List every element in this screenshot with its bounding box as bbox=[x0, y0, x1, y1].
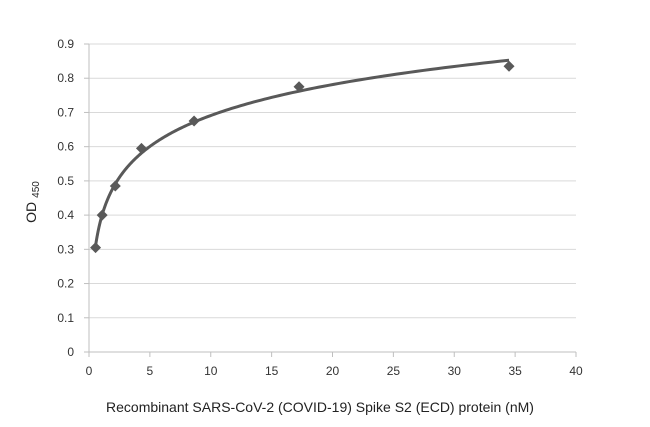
y-tick-label: 0.7 bbox=[57, 105, 74, 119]
axes bbox=[84, 43, 577, 357]
data-point bbox=[188, 115, 200, 127]
x-tick-label: 35 bbox=[508, 364, 522, 378]
data-points bbox=[90, 60, 515, 254]
x-tick-label: 30 bbox=[448, 364, 462, 378]
y-tick-label: 0.5 bbox=[57, 174, 74, 188]
data-point bbox=[90, 242, 102, 254]
data-point bbox=[96, 209, 108, 221]
x-tick-label: 15 bbox=[265, 364, 279, 378]
y-tick-label: 0.3 bbox=[57, 242, 74, 256]
y-axis-title: OD 450 bbox=[23, 181, 42, 223]
y-tick-label: 0.1 bbox=[57, 311, 74, 325]
x-tick-label: 25 bbox=[387, 364, 401, 378]
x-axis-title: Recombinant SARS-CoV-2 (COVID-19) Spike … bbox=[106, 399, 534, 415]
data-point bbox=[293, 81, 305, 93]
x-tick-label: 10 bbox=[204, 364, 218, 378]
y-tick-label: 0 bbox=[67, 345, 74, 359]
y-tick-label: 0.9 bbox=[57, 37, 74, 51]
x-tick-label: 5 bbox=[147, 364, 154, 378]
data-point bbox=[109, 180, 121, 192]
y-tick-label: 0.2 bbox=[57, 277, 74, 291]
x-tick-label: 20 bbox=[326, 364, 340, 378]
y-tick-label: 0.4 bbox=[57, 208, 74, 222]
data-point bbox=[503, 60, 515, 72]
y-axis-tick-labels: 0 0.1 0.2 0.3 0.4 0.5 0.6 0.7 0.8 0.9 bbox=[57, 37, 74, 359]
y-axis-title-subscript: 450 bbox=[31, 181, 42, 198]
x-tick-label: 0 bbox=[86, 364, 93, 378]
y-tick-label: 0.6 bbox=[57, 140, 74, 154]
x-tick-label: 40 bbox=[569, 364, 583, 378]
y-tick-label: 0.8 bbox=[57, 71, 74, 85]
y-axis-title-main: OD bbox=[23, 202, 39, 223]
x-axis-tick-labels: 0 5 10 15 20 25 30 35 40 bbox=[86, 364, 583, 378]
data-point bbox=[135, 142, 147, 154]
gridlines bbox=[89, 43, 576, 319]
